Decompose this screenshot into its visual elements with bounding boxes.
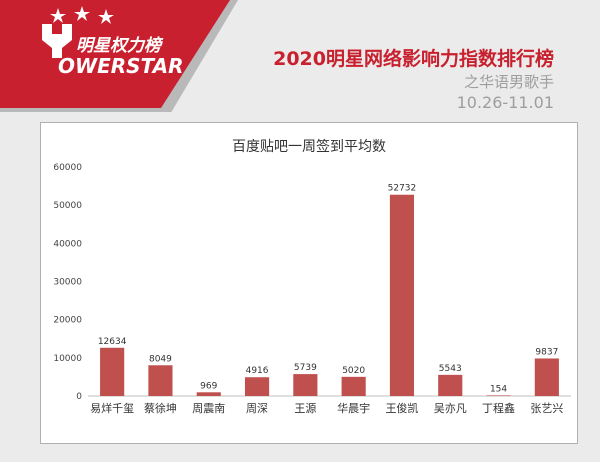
x-tick-label: 王源 bbox=[294, 401, 316, 415]
x-tick-label: 华晨宇 bbox=[337, 401, 370, 415]
x-tick-label: 王俊凯 bbox=[385, 401, 418, 415]
y-tick-label: 30000 bbox=[53, 278, 82, 288]
page-title: 2020明星网络影响力指数排行榜 bbox=[273, 48, 554, 70]
y-tick-label: 10000 bbox=[53, 354, 82, 364]
bar bbox=[196, 392, 221, 396]
bar bbox=[148, 365, 173, 396]
bar bbox=[534, 358, 559, 396]
bar bbox=[293, 374, 318, 396]
date-range: 10.26-11.01 bbox=[456, 93, 554, 112]
data-label: 12634 bbox=[98, 337, 127, 347]
stars-decoration bbox=[50, 6, 114, 24]
data-label: 4916 bbox=[246, 366, 269, 376]
y-tick-label: 40000 bbox=[53, 239, 82, 249]
y-tick-label: 60000 bbox=[53, 163, 82, 173]
y-tick-label: 0 bbox=[76, 392, 82, 402]
x-tick-label: 周震南 bbox=[192, 402, 225, 415]
data-label: 9837 bbox=[535, 347, 558, 357]
bar bbox=[341, 376, 366, 396]
data-label: 5739 bbox=[294, 363, 317, 373]
y-tick-label: 20000 bbox=[53, 316, 82, 326]
x-tick-label: 易烊千玺 bbox=[90, 401, 134, 415]
data-label: 8049 bbox=[149, 354, 172, 364]
x-tick-label: 丁程鑫 bbox=[482, 401, 515, 415]
y-tick-label: 50000 bbox=[53, 201, 82, 211]
data-label: 5543 bbox=[439, 364, 462, 374]
logo-emblem-icon bbox=[42, 24, 72, 58]
brand-subname: OWERSTAR bbox=[58, 54, 184, 78]
x-tick-label: 张艺兴 bbox=[530, 402, 563, 415]
x-tick-label: 吴亦凡 bbox=[434, 401, 467, 415]
page-subtitle: 之华语男歌手 bbox=[463, 73, 554, 91]
x-tick-label: 蔡徐坤 bbox=[144, 401, 177, 415]
bar bbox=[100, 347, 125, 396]
data-label: 969 bbox=[200, 381, 217, 391]
bar bbox=[486, 395, 511, 396]
chart-title: 百度贴吧一周签到平均数 bbox=[232, 138, 386, 155]
x-tick-label: 周深 bbox=[246, 402, 268, 415]
bar bbox=[438, 374, 463, 396]
bar-chart: 百度贴吧一周签到平均数 0 10000 20000 30000 40000 50000 600… bbox=[53, 138, 571, 415]
bar bbox=[389, 194, 415, 396]
brand-name: 明星权力榜 bbox=[76, 36, 161, 56]
bar bbox=[244, 377, 270, 396]
data-label: 154 bbox=[490, 384, 507, 394]
data-label: 52732 bbox=[388, 184, 417, 194]
data-label: 5020 bbox=[342, 366, 365, 376]
chart-panel: 百度贴吧一周签到平均数 0 10000 20000 30000 40000 50000 600… bbox=[40, 122, 578, 444]
